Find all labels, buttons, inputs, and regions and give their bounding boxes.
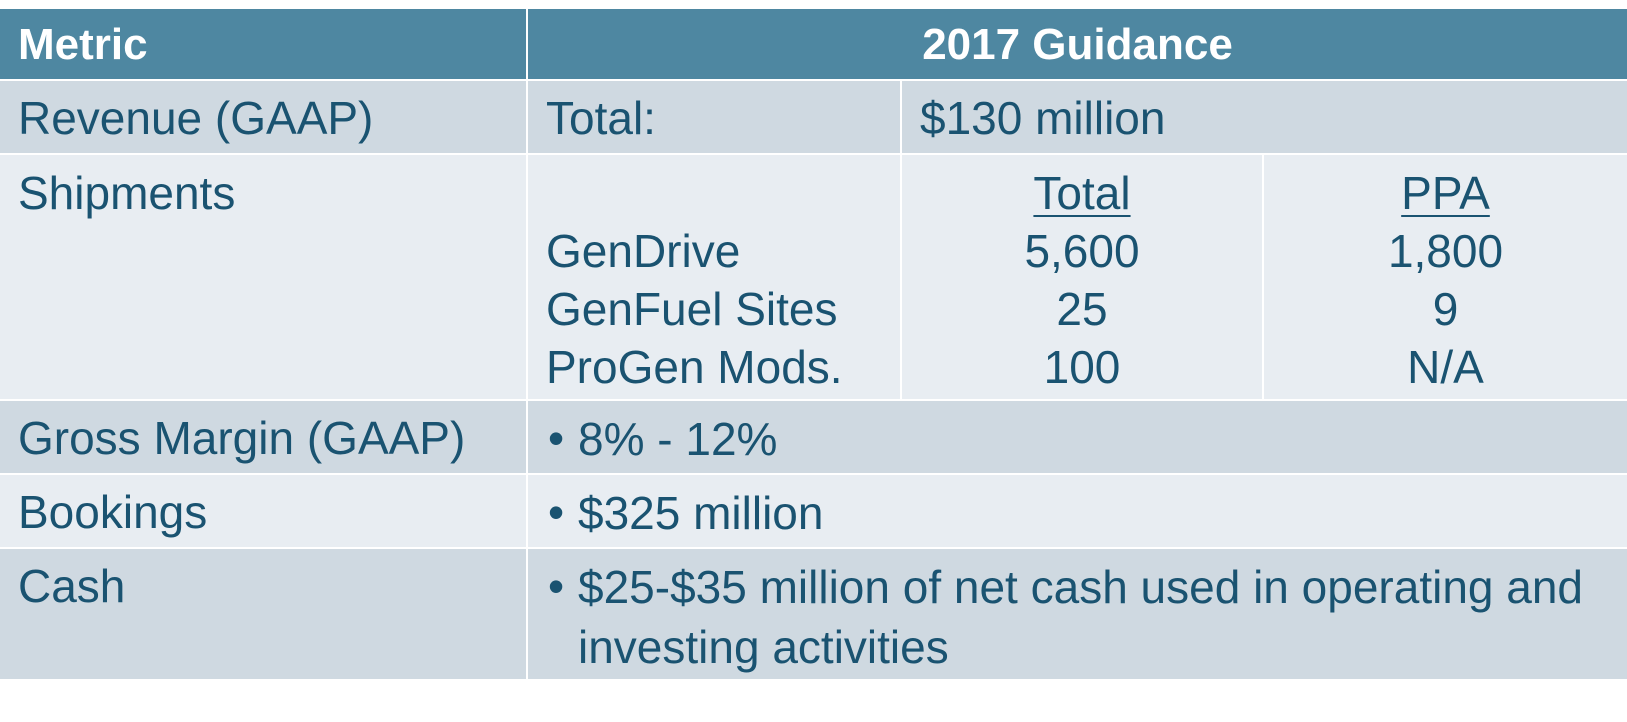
shipment-total-value: 25 xyxy=(1056,283,1108,335)
shipment-total-header: Total xyxy=(1033,167,1131,219)
bullet: • xyxy=(548,560,565,612)
metric-cash: Cash xyxy=(0,549,528,679)
cash-value: $25-$35 million of net cash used in oper… xyxy=(578,561,1584,673)
bullet: • xyxy=(548,412,565,464)
shipment-total-column: Total 5,600 25 100 xyxy=(902,155,1264,399)
table-row-cash: Cash • $25-$35 million of net cash used … xyxy=(0,549,1627,679)
bookings-value-cell: • $325 million xyxy=(528,475,1627,547)
shipment-ppa-header: PPA xyxy=(1401,167,1490,219)
shipment-item-name: ProGen Mods. xyxy=(546,341,843,393)
shipment-items: GenDrive GenFuel Sites ProGen Mods. xyxy=(528,155,902,399)
revenue-total-value: $130 million xyxy=(920,92,1166,144)
cash-value-cell: • $25-$35 million of net cash used in op… xyxy=(528,549,1627,679)
shipment-item-name: GenDrive xyxy=(546,225,741,277)
shipment-total-value: 5,600 xyxy=(1024,225,1140,277)
header-guidance: 2017 Guidance xyxy=(922,20,1233,69)
metric-revenue: Revenue (GAAP) xyxy=(0,81,528,153)
table-row-bookings: Bookings • $325 million xyxy=(0,475,1627,549)
shipment-ppa-value: 9 xyxy=(1432,283,1459,335)
revenue-total-label: Total: xyxy=(528,81,902,153)
gross-margin-value: 8% - 12% xyxy=(578,413,778,465)
header-metric: Metric xyxy=(0,9,528,79)
gross-margin-value-cell: • 8% - 12% xyxy=(528,401,1627,473)
table-row-shipments: Shipments GenDrive GenFuel Sites ProGen … xyxy=(0,155,1627,401)
shipment-ppa-value: N/A xyxy=(1407,341,1484,393)
metric-shipments: Shipments xyxy=(0,155,528,399)
shipment-item-name: GenFuel Sites xyxy=(546,283,838,335)
shipment-ppa-value: 1,800 xyxy=(1387,225,1504,277)
shipment-ppa-column: PPA 1,800 9 N/A xyxy=(1264,155,1627,399)
table-header-row: Metric 2017 Guidance xyxy=(0,9,1627,81)
metric-gross-margin: Gross Margin (GAAP) xyxy=(0,401,528,473)
table-row-revenue: Revenue (GAAP) Total: $130 million xyxy=(0,81,1627,155)
guidance-table: Metric 2017 Guidance Revenue (GAAP) Tota… xyxy=(0,9,1627,679)
table-row-gross-margin: Gross Margin (GAAP) • 8% - 12% xyxy=(0,401,1627,475)
shipment-total-value: 100 xyxy=(1043,341,1121,393)
bookings-value: $325 million xyxy=(578,487,824,539)
metric-bookings: Bookings xyxy=(0,475,528,547)
bullet: • xyxy=(548,486,565,538)
